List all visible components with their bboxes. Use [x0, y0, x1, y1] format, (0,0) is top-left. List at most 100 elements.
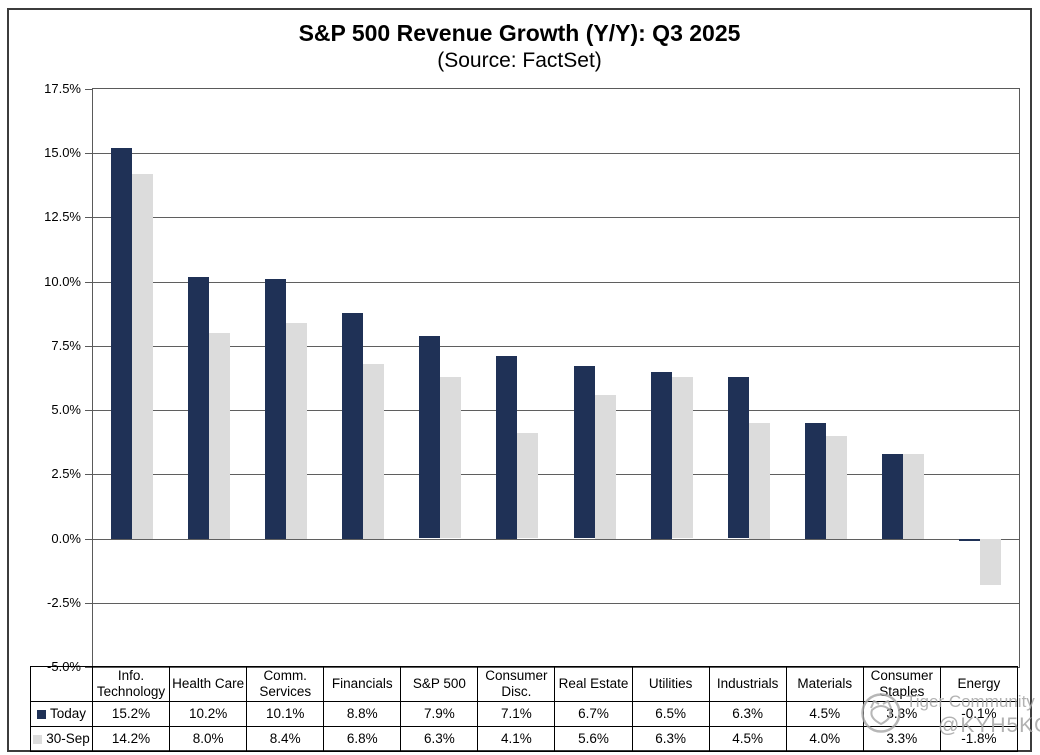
legend-swatch-30-sep [33, 735, 43, 744]
bar-today-info-technology [110, 148, 132, 539]
bar-30-sep-consumer-disc [517, 433, 539, 539]
category-header-comm-services: Comm. Services [246, 666, 325, 702]
chart-title: S&P 500 Revenue Growth (Y/Y): Q3 2025 [298, 20, 741, 46]
legend-label-today: Today [49, 706, 87, 721]
y-axis-tick-label: 0.0% [51, 530, 81, 546]
bar-today-financials [342, 312, 364, 539]
gridline [93, 345, 1019, 347]
category-header-consumer-disc: Consumer Disc. [477, 666, 556, 702]
value-cell-30-sep-financials: 6.8% [323, 726, 402, 752]
bar-30-sep-consumer-staples [903, 453, 925, 539]
y-axis-tick [85, 345, 92, 347]
bar-30-sep-health-care [208, 333, 230, 539]
bar-30-sep-real-estate [594, 394, 616, 539]
y-axis-tick-label: -2.5% [47, 594, 81, 610]
value-cell-today-consumer-staples: 3.3% [862, 701, 941, 727]
y-axis-tick-label: 2.5% [51, 466, 81, 482]
gridline [93, 602, 1019, 604]
gridline [93, 281, 1019, 283]
bar-today-health-care [187, 276, 209, 539]
category-header-consumer-staples: Consumer Staples [862, 666, 941, 702]
category-header-health-care: Health Care [169, 666, 248, 702]
y-axis-tick [85, 89, 92, 90]
value-cell-30-sep-consumer-staples: 3.3% [862, 726, 941, 752]
series-row-today: Today 15.2% 10.2% 10.1% 8.8% 7.9% 7.1% 6.7% 6.5%… [30, 701, 1019, 727]
bar-today-energy [959, 538, 981, 542]
chart-subtitle: (Source: FactSet) [437, 49, 602, 72]
y-axis-tick [85, 410, 92, 412]
category-header-materials: Materials [785, 666, 864, 702]
bar-today-utilities [650, 371, 672, 539]
y-axis-tick-label: 10.0% [44, 273, 81, 289]
category-header-industrials: Industrials [708, 666, 787, 702]
value-cell-today-industrials: 6.3% [708, 701, 787, 727]
category-header-info-technology: Info. Technology [91, 666, 171, 702]
chart-frame: S&P 500 Revenue Growth (Y/Y): Q3 2025 (S… [7, 8, 1040, 752]
legend-label-30-sep: 30-Sep [46, 731, 90, 746]
bar-30-sep-info-technology [131, 173, 153, 539]
value-cell-today-financials: 8.8% [323, 701, 402, 727]
legend-swatch-today [36, 710, 46, 719]
zero-gridline [93, 538, 1019, 540]
y-axis-tick [85, 217, 92, 219]
value-cell-30-sep-energy: -1.8% [939, 726, 1019, 752]
bar-30-sep-s-p-500 [440, 376, 462, 539]
gridline [93, 217, 1019, 219]
bar-today-s-p-500 [419, 335, 441, 539]
y-axis-tick [85, 153, 92, 155]
bar-today-industrials [727, 376, 749, 539]
y-axis-tick [85, 667, 92, 668]
y-axis-tick [85, 474, 92, 476]
value-cell-today-utilities: 6.5% [631, 701, 710, 727]
y-axis-tick [85, 538, 92, 540]
value-cell-today-comm-services: 10.1% [246, 701, 325, 727]
category-header-financials: Financials [323, 666, 402, 702]
bar-30-sep-industrials [748, 423, 770, 539]
value-cell-30-sep-materials: 4.0% [785, 726, 864, 752]
y-axis-tick-label: 5.0% [51, 402, 81, 418]
value-cell-30-sep-industrials: 4.5% [708, 726, 787, 752]
value-cell-today-s-p-500: 7.9% [400, 701, 479, 727]
value-cell-today-health-care: 10.2% [169, 701, 248, 727]
data-table: Info. Technology Health Care Comm. Service… [30, 666, 1019, 752]
bar-30-sep-comm-services [285, 322, 307, 539]
y-axis-tick-label: 12.5% [44, 209, 81, 225]
bar-today-materials [805, 423, 827, 539]
value-cell-30-sep-utilities: 6.3% [631, 726, 710, 752]
value-cell-30-sep-info-technology: 14.2% [91, 726, 171, 752]
value-cell-30-sep-s-p-500: 6.3% [400, 726, 479, 752]
value-cell-today-real-estate: 6.7% [554, 701, 633, 727]
bar-today-consumer-staples [882, 453, 904, 539]
table-header-row: Info. Technology Health Care Comm. Service… [30, 666, 1019, 702]
value-cell-today-materials: 4.5% [785, 701, 864, 727]
bar-30-sep-energy [980, 538, 1002, 585]
y-axis-tick-label: 15.0% [44, 145, 81, 161]
y-axis-tick-label: 17.5% [44, 81, 81, 96]
bar-today-real-estate [573, 366, 595, 539]
category-header-real-estate: Real Estate [554, 666, 633, 702]
gridline [93, 474, 1019, 476]
legend-cell-30-sep: 30-Sep [30, 726, 93, 752]
value-cell-today-consumer-disc: 7.1% [477, 701, 556, 727]
bar-30-sep-financials [363, 363, 385, 539]
y-axis-tick [85, 281, 92, 283]
value-cell-30-sep-health-care: 8.0% [169, 726, 248, 752]
bar-today-consumer-disc [496, 356, 518, 539]
gridline [93, 153, 1019, 155]
bar-today-comm-services [264, 279, 286, 539]
value-cell-30-sep-consumer-disc: 4.1% [477, 726, 556, 752]
value-cell-today-energy: -0.1% [939, 701, 1019, 727]
plot-area [92, 88, 1020, 668]
value-cell-30-sep-real-estate: 5.6% [554, 726, 633, 752]
legend-cell-today: Today [30, 701, 93, 727]
value-cell-today-info-technology: 15.2% [91, 701, 171, 727]
y-axis-tick [85, 602, 92, 604]
bar-30-sep-materials [826, 435, 848, 539]
category-header-s-p-500: S&P 500 [400, 666, 479, 702]
value-cell-30-sep-comm-services: 8.4% [246, 726, 325, 752]
gridline [93, 410, 1019, 412]
series-row-30-sep: 30-Sep 14.2% 8.0% 8.4% 6.8% 6.3% 4.1% 5.6% 6.3% 4… [30, 726, 1019, 752]
y-axis-tick-label: 7.5% [51, 337, 81, 353]
category-header-utilities: Utilities [631, 666, 710, 702]
